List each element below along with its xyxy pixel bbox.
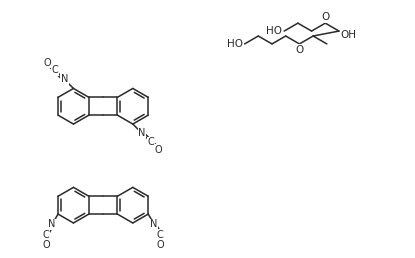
Text: O: O xyxy=(155,145,163,155)
Text: N: N xyxy=(49,219,56,229)
Text: HO: HO xyxy=(227,39,243,49)
Text: O: O xyxy=(42,240,50,250)
Text: C: C xyxy=(157,230,164,240)
Text: N: N xyxy=(151,219,158,229)
Text: OH: OH xyxy=(340,30,356,40)
Text: O: O xyxy=(321,12,330,22)
Text: C: C xyxy=(43,230,49,240)
Text: N: N xyxy=(61,74,68,84)
Text: N: N xyxy=(138,128,146,138)
Text: O: O xyxy=(44,58,51,68)
Text: HO: HO xyxy=(266,26,282,36)
Text: C: C xyxy=(148,137,154,147)
Text: C: C xyxy=(52,65,59,75)
Text: O: O xyxy=(156,240,164,250)
Text: O: O xyxy=(295,45,303,55)
